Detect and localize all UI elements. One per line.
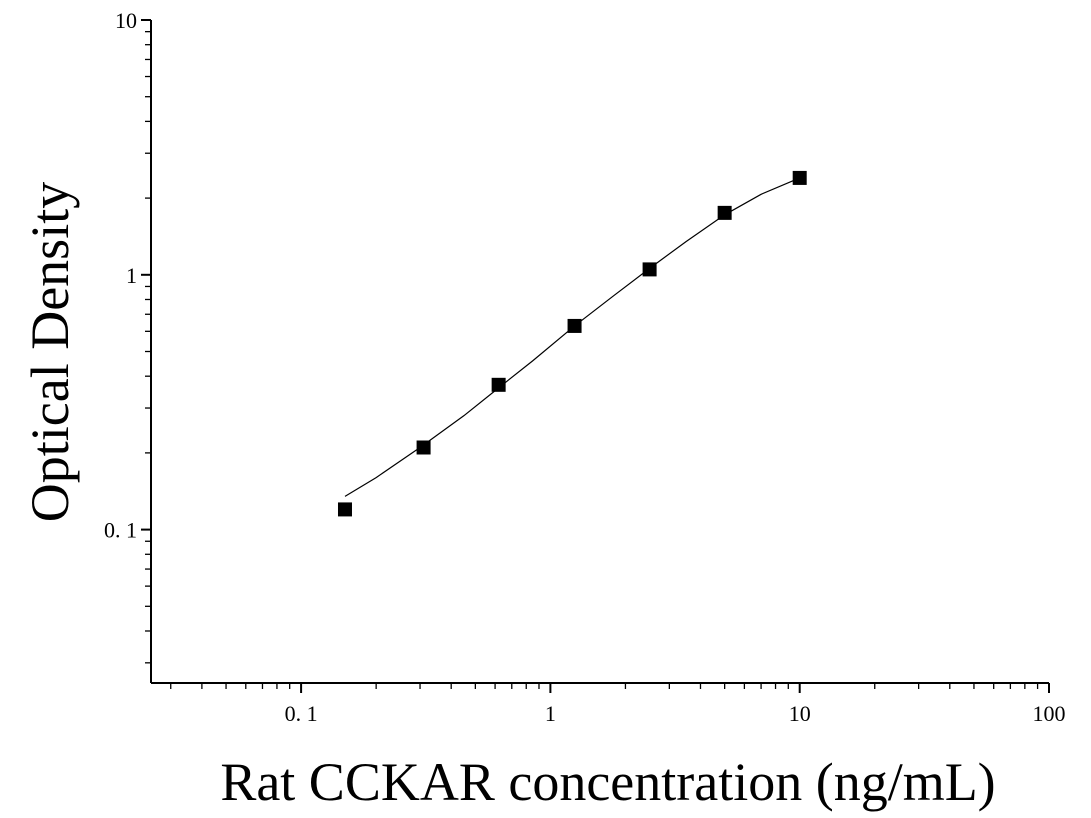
x-tick-label: 0. 1 bbox=[285, 701, 318, 726]
tick-labels: 0. 1 1 10 100 0. 1 1 10 bbox=[104, 8, 1066, 726]
x-axis-title: Rat CCKAR concentration (ng/mL) bbox=[220, 752, 995, 812]
fit-curve bbox=[344, 177, 800, 497]
data-point bbox=[717, 205, 732, 220]
data-point bbox=[642, 262, 657, 277]
y-tick-label: 1 bbox=[126, 263, 137, 288]
data-point bbox=[567, 318, 582, 333]
data-point bbox=[792, 170, 807, 185]
data-point bbox=[337, 502, 352, 517]
y-axis-title: Optical Density bbox=[20, 182, 80, 522]
ticks bbox=[141, 19, 1050, 693]
axes bbox=[150, 20, 1049, 684]
data-point bbox=[416, 440, 431, 455]
x-tick-label: 1 bbox=[545, 701, 556, 726]
x-tick-label: 10 bbox=[789, 701, 811, 726]
data-points bbox=[337, 170, 807, 517]
data-point bbox=[491, 377, 506, 392]
y-tick-label: 0. 1 bbox=[104, 518, 137, 543]
y-tick-label: 10 bbox=[115, 8, 137, 33]
x-tick-label: 100 bbox=[1033, 701, 1066, 726]
